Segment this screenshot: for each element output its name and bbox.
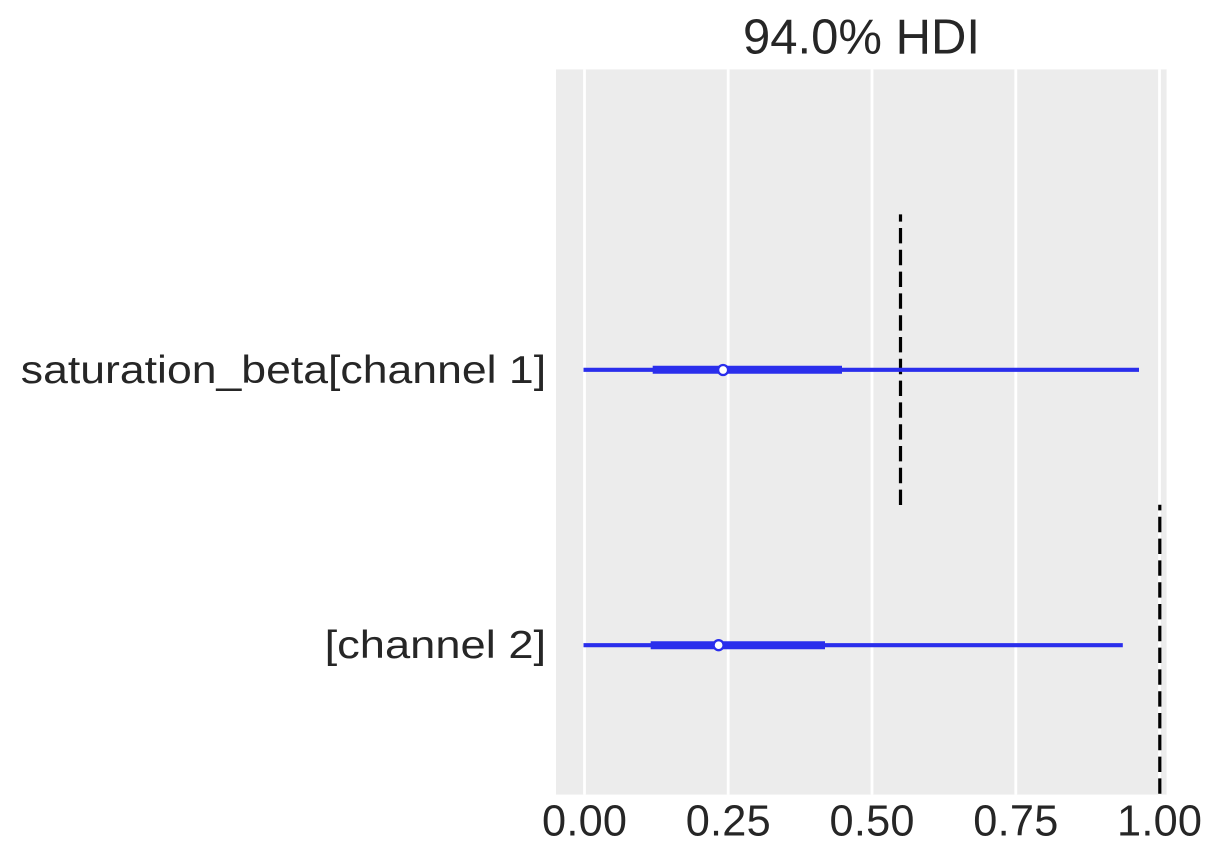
svg-text:0.50: 0.50 <box>830 798 915 846</box>
svg-text:94.0% HDI: 94.0% HDI <box>743 11 980 65</box>
svg-text:0.00: 0.00 <box>542 798 627 846</box>
svg-text:0.75: 0.75 <box>973 798 1058 846</box>
svg-text:1.00: 1.00 <box>1117 798 1202 846</box>
svg-text:[channel 2]: [channel 2] <box>325 624 547 667</box>
svg-text:saturation_beta[channel 1]: saturation_beta[channel 1] <box>21 349 546 392</box>
svg-text:0.25: 0.25 <box>686 798 771 846</box>
